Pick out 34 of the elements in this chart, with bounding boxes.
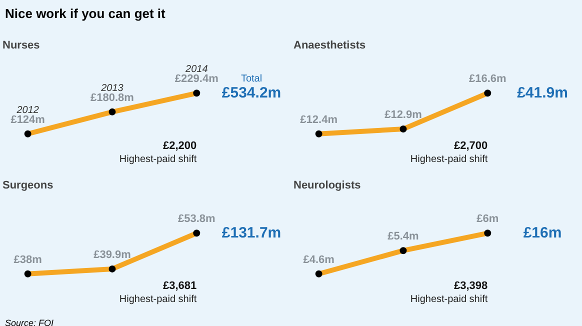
data-label: £53.8m <box>178 213 216 226</box>
annotation: £131.7m <box>222 224 282 242</box>
annotation: £41.9m <box>517 84 568 102</box>
data-label: £5.4m <box>388 230 420 243</box>
annotation: £534.2m <box>222 84 282 102</box>
text: Highest-paid shift <box>119 154 197 165</box>
data-label: £38m <box>14 254 42 266</box>
text: £3,398 <box>454 280 488 292</box>
data-label: £124m <box>10 114 46 126</box>
x-tick-label: 2014 <box>184 64 208 76</box>
data-label: £12.4m <box>300 114 338 126</box>
source-note: Source: FOI <box>5 317 54 326</box>
x-tick-label: 2012 <box>16 104 40 116</box>
data-label: £16.6m <box>468 73 507 86</box>
chart-title: Nurses <box>2 40 40 52</box>
chart-title: Neurologists <box>294 180 361 192</box>
data-label: £180.8m <box>90 92 134 104</box>
data-label: £4.6m <box>303 254 335 266</box>
annotation: £16m <box>523 224 562 242</box>
text: £2,200 <box>163 140 197 152</box>
data-label: £6m <box>476 213 499 226</box>
chart-title: Anaesthetists <box>294 40 366 52</box>
data-label: £12.9m <box>384 109 422 122</box>
text: Highest-paid shift <box>410 154 488 165</box>
text: Highest-paid shift <box>119 294 197 305</box>
data-label: £229.4m <box>174 73 219 86</box>
text: £2,700 <box>454 140 488 152</box>
text: Nice work if you can get it <box>5 5 166 23</box>
chart-title: Surgeons <box>2 180 54 192</box>
text: £3,681 <box>163 280 197 292</box>
text: Total <box>240 74 262 85</box>
text: Highest-paid shift <box>410 294 488 305</box>
x-tick-label: 2013 <box>100 82 124 94</box>
data-label: £39.9m <box>94 248 132 261</box>
